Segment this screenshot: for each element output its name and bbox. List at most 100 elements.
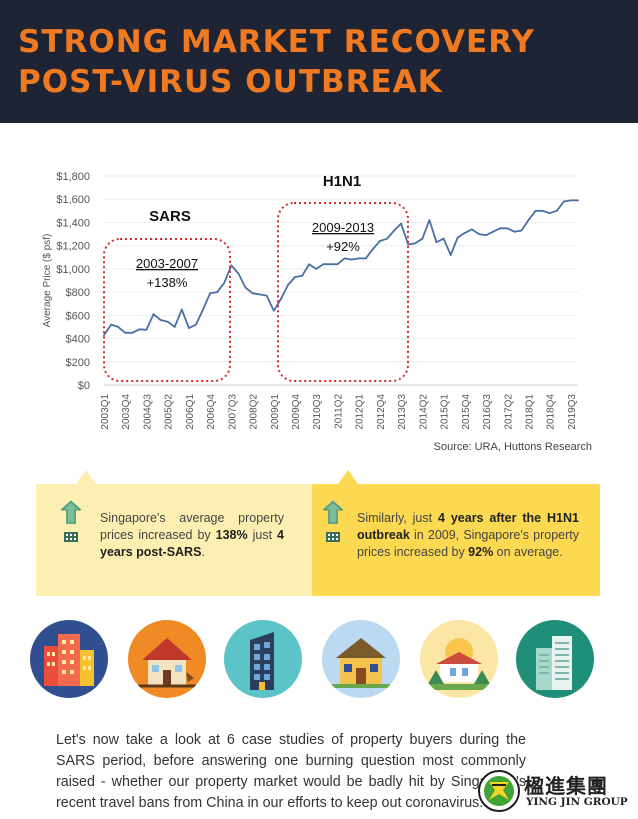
data-point xyxy=(386,237,388,240)
data-point xyxy=(138,328,141,331)
data-point xyxy=(173,326,176,328)
annotation-heading: H1N1 xyxy=(323,173,361,190)
data-point xyxy=(407,243,410,246)
x-tick-label: 2003Q4 xyxy=(121,394,132,430)
data-point xyxy=(421,237,424,240)
data-point xyxy=(393,229,395,232)
data-point xyxy=(329,263,332,266)
data-point xyxy=(216,291,219,294)
data-point xyxy=(131,331,134,334)
x-tick-label: 2010Q3 xyxy=(312,394,323,430)
annotation-period: 2003-2007 xyxy=(136,256,198,271)
y-axis-label: Average Price ($ psf) xyxy=(42,234,53,328)
x-tick-label: 2009Q1 xyxy=(270,394,281,430)
data-point xyxy=(350,258,353,261)
data-point xyxy=(470,228,473,231)
card-pointer xyxy=(338,470,358,484)
data-point xyxy=(124,331,127,334)
sars-info-card: Singapore's average property prices incr… xyxy=(36,470,312,596)
data-point xyxy=(287,284,289,287)
data-point xyxy=(209,292,212,295)
skyscraper-icon xyxy=(516,620,594,698)
h1n1-info-card: Similarly, just 4 years after the H1N1 o… xyxy=(312,470,600,596)
data-point xyxy=(315,267,318,270)
x-tick-label: 2012Q1 xyxy=(355,394,366,430)
data-point xyxy=(548,212,551,215)
data-point xyxy=(187,327,190,330)
data-point xyxy=(449,254,452,256)
annotation-period: 2009-2013 xyxy=(312,220,374,235)
data-point xyxy=(534,209,537,212)
data-point xyxy=(492,230,495,233)
x-tick-label: 2018Q1 xyxy=(524,394,535,430)
data-point xyxy=(506,227,509,230)
y-tick-label: $200 xyxy=(66,357,90,369)
data-point xyxy=(103,334,105,336)
price-line-chart: $0 $200 $400 $600 $800 $1,000 $1,200 $1,400 $1,6… xyxy=(42,171,579,430)
y-tick-label: $1,400 xyxy=(56,217,90,229)
y-tick-label: $1,600 xyxy=(56,194,90,206)
data-point xyxy=(180,308,183,311)
annotation-box xyxy=(103,238,231,382)
data-point xyxy=(322,263,325,266)
apartment-block-icon xyxy=(30,620,108,698)
data-point xyxy=(478,233,480,235)
data-point xyxy=(442,237,445,240)
y-tick-label: $800 xyxy=(66,287,90,299)
data-point xyxy=(202,308,204,311)
data-point xyxy=(265,294,268,297)
data-point xyxy=(499,227,502,230)
data-point xyxy=(301,274,303,277)
y-tick-label: $1,000 xyxy=(56,264,90,276)
intro-paragraph: Let's now take a look at 6 case studies … xyxy=(56,732,526,811)
data-point xyxy=(379,240,381,242)
x-tick-label: 2003Q1 xyxy=(100,394,111,430)
data-point xyxy=(258,293,261,296)
x-tick-label: 2004Q3 xyxy=(142,394,153,430)
y-tick-label: $1,800 xyxy=(56,171,90,183)
data-point xyxy=(520,229,523,232)
y-tick-label: $0 xyxy=(78,380,90,392)
data-point xyxy=(562,200,565,203)
x-tick-label: 2013Q3 xyxy=(397,394,408,430)
x-tick-label: 2005Q2 xyxy=(164,394,175,430)
data-point xyxy=(364,257,367,260)
data-point xyxy=(195,323,197,326)
card-pointer xyxy=(76,470,96,484)
x-tick-label: 2015Q4 xyxy=(461,394,472,430)
data-point xyxy=(527,219,530,222)
property-icons-row xyxy=(0,620,638,700)
data-point xyxy=(371,248,374,251)
x-tick-label: 2007Q3 xyxy=(227,394,238,430)
data-point xyxy=(145,328,148,331)
x-tick-label: 2009Q4 xyxy=(291,394,302,430)
annotation-box xyxy=(277,202,409,382)
logo-chinese-name: 楹進集團 xyxy=(524,774,608,798)
data-point xyxy=(152,313,155,316)
info-cards: Singapore's average property prices incr… xyxy=(36,470,600,596)
annotation-change: +138% xyxy=(147,275,188,290)
data-point xyxy=(570,199,572,202)
data-point xyxy=(244,286,247,289)
h1n1-card-text: Similarly, just 4 years after the H1N1 o… xyxy=(357,511,579,559)
x-tick-label: 2006Q4 xyxy=(206,394,217,430)
data-point xyxy=(428,219,431,222)
x-tick-label: 2018Q4 xyxy=(546,394,557,430)
data-point xyxy=(357,257,360,260)
x-tick-label: 2019Q3 xyxy=(567,394,578,430)
data-point xyxy=(456,236,459,239)
building-growth-icon xyxy=(322,500,344,549)
y-tick-label: $1,200 xyxy=(56,241,90,253)
data-point xyxy=(343,257,346,260)
data-point xyxy=(485,234,487,237)
header-banner: STRONG MARKET RECOVERY POST-VIRUS OUTBRE… xyxy=(0,0,638,123)
data-point xyxy=(555,209,558,212)
data-point xyxy=(279,298,282,300)
data-point xyxy=(435,241,438,244)
title-line-1: STRONG MARKET RECOVERY xyxy=(18,24,535,60)
x-tick-label: 2016Q3 xyxy=(482,394,493,430)
data-point xyxy=(513,230,516,233)
title-line-2: POST-VIRUS OUTBREAK xyxy=(18,64,443,100)
data-point xyxy=(166,320,169,323)
price-series-line xyxy=(103,199,578,336)
